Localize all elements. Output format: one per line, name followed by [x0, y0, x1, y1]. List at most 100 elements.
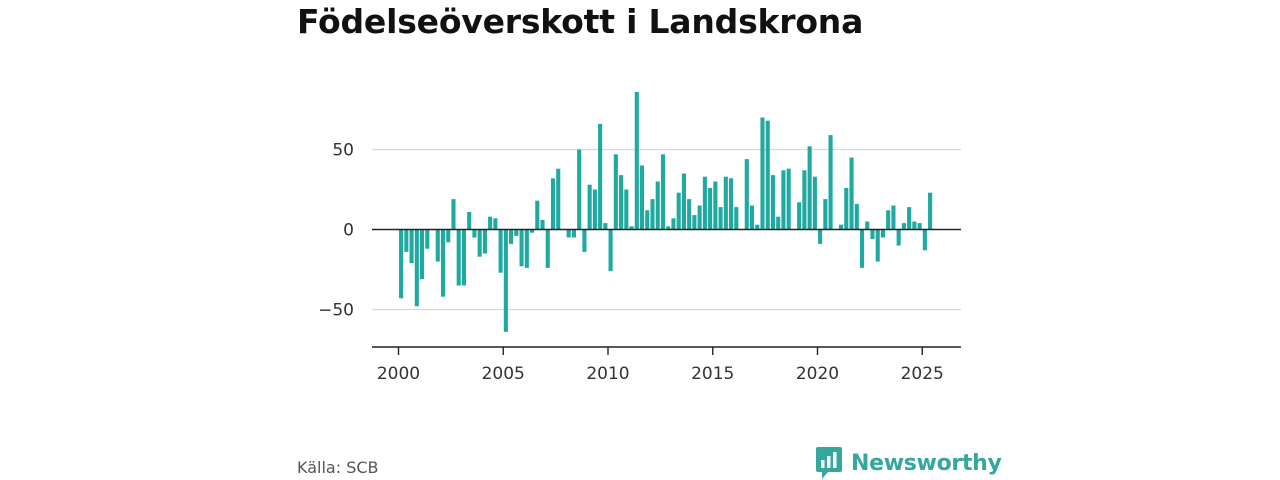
bar: [875, 229, 880, 262]
bar: [645, 210, 650, 230]
bar: [749, 205, 755, 230]
bar: [865, 221, 870, 230]
bar: [781, 170, 786, 230]
bar: [467, 211, 472, 230]
bar: [828, 135, 833, 230]
bar: [802, 170, 807, 230]
bar: [928, 192, 933, 230]
x-tick-label: 2000: [377, 364, 420, 384]
bars: [399, 91, 933, 332]
bar: [776, 216, 781, 230]
bar: [849, 157, 854, 230]
bar: [859, 229, 865, 268]
bar: [839, 224, 844, 230]
bar: [634, 91, 639, 230]
bar: [545, 229, 550, 268]
bar: [540, 219, 545, 230]
bar: [451, 199, 456, 230]
axes: [372, 228, 961, 355]
bar: [770, 175, 776, 230]
bar: [550, 178, 556, 230]
bar: [917, 223, 922, 230]
bar: [880, 229, 885, 238]
bar: [676, 192, 681, 230]
bar: [671, 218, 676, 230]
bar: [414, 229, 419, 307]
bar: [692, 215, 697, 230]
bar: [556, 168, 561, 230]
bar: [922, 229, 927, 251]
bar: [404, 229, 409, 252]
bar: [797, 202, 802, 230]
grid-lines: [372, 148, 961, 311]
bar: [896, 229, 901, 246]
bar: [901, 223, 906, 230]
bar: [755, 224, 760, 230]
bar: [571, 229, 576, 238]
bar: [723, 176, 728, 230]
bar: [760, 117, 765, 230]
bar: [613, 154, 618, 230]
bar: [812, 176, 817, 230]
bar: [498, 229, 503, 273]
tick-labels: −50 0 50 2000 2005 2010 2015 2020 2025: [318, 141, 944, 385]
bar: [519, 229, 524, 267]
bar: [886, 210, 891, 230]
bar: [729, 178, 734, 230]
bar: [592, 189, 597, 230]
bar: [535, 200, 540, 230]
bar: [907, 207, 912, 230]
bar: [587, 184, 592, 230]
bar: [472, 229, 477, 238]
brand-name: Newsworthy: [851, 450, 1002, 476]
bar: [713, 181, 718, 230]
bar: [435, 229, 440, 262]
bar: [891, 205, 896, 230]
bar: [708, 187, 713, 230]
bar: [440, 229, 446, 297]
bar: [477, 229, 482, 257]
x-tick-label: 2025: [901, 364, 944, 384]
bar: [482, 229, 487, 254]
bar: [639, 165, 645, 230]
bar: [687, 199, 692, 230]
x-tick-label: 2010: [586, 364, 629, 384]
x-tick-label: 2005: [482, 364, 525, 384]
y-tick-label: −50: [318, 301, 354, 321]
bar: [488, 216, 493, 230]
bar: [744, 159, 749, 230]
y-tick-label: 0: [343, 221, 354, 241]
chart-title: Födelseöverskott i Landskrona: [297, 2, 864, 41]
bar: [577, 149, 582, 230]
bar: [566, 229, 571, 238]
newsworthy-logo-icon: [816, 447, 842, 479]
source-note: Källa: SCB: [297, 458, 379, 477]
x-tick-label: 2020: [796, 364, 839, 384]
bar: [514, 229, 519, 236]
bar: [608, 229, 613, 272]
bar: [624, 189, 629, 230]
bar: [493, 218, 498, 230]
bar: [650, 199, 655, 230]
x-tick-label: 2015: [691, 364, 734, 384]
bar: [524, 229, 529, 268]
bar: [702, 176, 707, 230]
bar: [446, 229, 451, 243]
bar: [399, 229, 404, 299]
bar: [666, 226, 671, 230]
bar: [854, 203, 859, 230]
bar: [818, 229, 823, 244]
bar: [844, 187, 849, 230]
bar: [582, 229, 587, 252]
bar: [655, 181, 660, 230]
brand-logo[interactable]: Newsworthy: [815, 446, 1002, 480]
bar: [598, 123, 603, 230]
bar: [461, 229, 466, 286]
bar: [734, 207, 739, 230]
bar: [718, 207, 723, 230]
bar: [619, 175, 624, 230]
bar: [503, 229, 508, 332]
bar: [420, 229, 425, 280]
bar: [823, 199, 828, 230]
